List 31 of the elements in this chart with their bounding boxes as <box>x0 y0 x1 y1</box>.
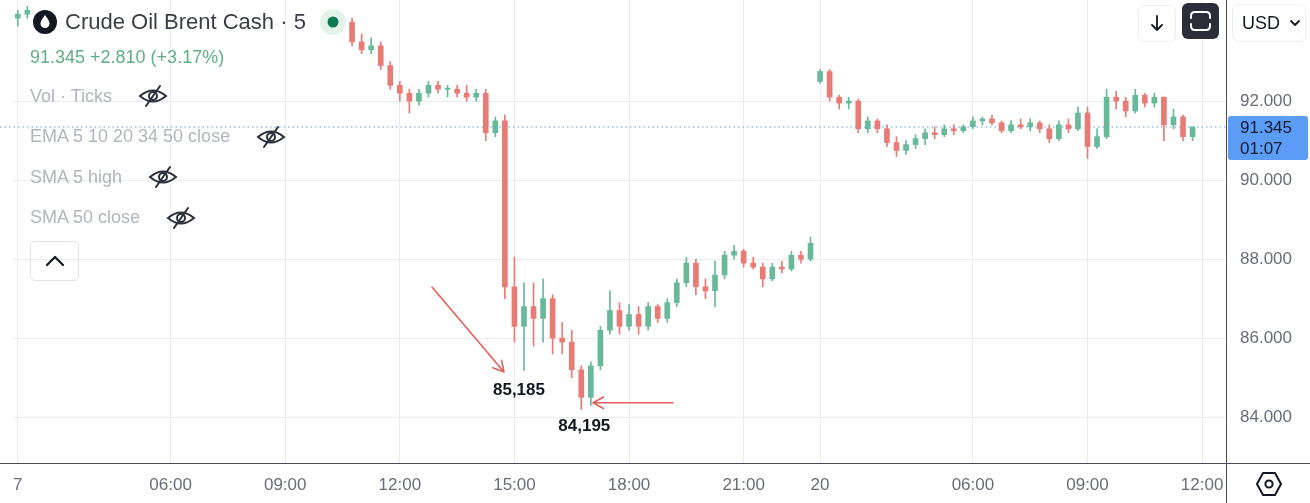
y-tick-label: 86.000 <box>1240 327 1292 347</box>
annotation: SMA 50 close <box>30 207 141 228</box>
candlestick <box>1113 90 1119 110</box>
chart-title: Crude Oil Brent Cash · 5 <box>65 9 306 35</box>
x-tick-label: 12:00 <box>1180 474 1224 494</box>
x-tick-label: 09:00 <box>263 474 307 494</box>
x-tick-label: 15:00 <box>493 474 536 494</box>
y-tick-label: 84.000 <box>1240 406 1292 426</box>
annotation: SMA 5 high <box>30 166 123 188</box>
x-tick-label: 09:00 <box>1066 474 1109 494</box>
candlestick <box>931 126 938 139</box>
text: 01:07 <box>1240 138 1283 158</box>
candlestick <box>559 322 566 355</box>
x-tick-label: 20 <box>810 474 830 494</box>
annotation: 85,185 <box>492 380 545 400</box>
annotation: Vol · Ticks <box>30 85 113 107</box>
x-tick-label: 06:00 <box>951 474 995 494</box>
annotation: 84,195 <box>558 416 611 436</box>
annotation: EMA 5 10 20 34 50 close <box>30 126 231 147</box>
x-tick-label: 7 <box>13 474 23 494</box>
candlestick <box>521 282 527 371</box>
x-tick-label: 06:00 <box>149 474 192 494</box>
x-tick-label: 21:00 <box>722 474 765 494</box>
y-tick-label: 90.000 <box>1240 169 1292 189</box>
text: 91.345 +2.810 (+3.17%) <box>30 47 225 68</box>
ref-line-label: 91.345 <box>1240 117 1292 137</box>
y-tick-label: 92.000 <box>1240 90 1292 110</box>
y-tick-label: 88.000 <box>1240 248 1292 268</box>
x-tick-label: 18:00 <box>607 474 651 494</box>
x-tick-label: 12:00 <box>378 474 422 494</box>
currency-dropdown: USD <box>1232 4 1306 42</box>
